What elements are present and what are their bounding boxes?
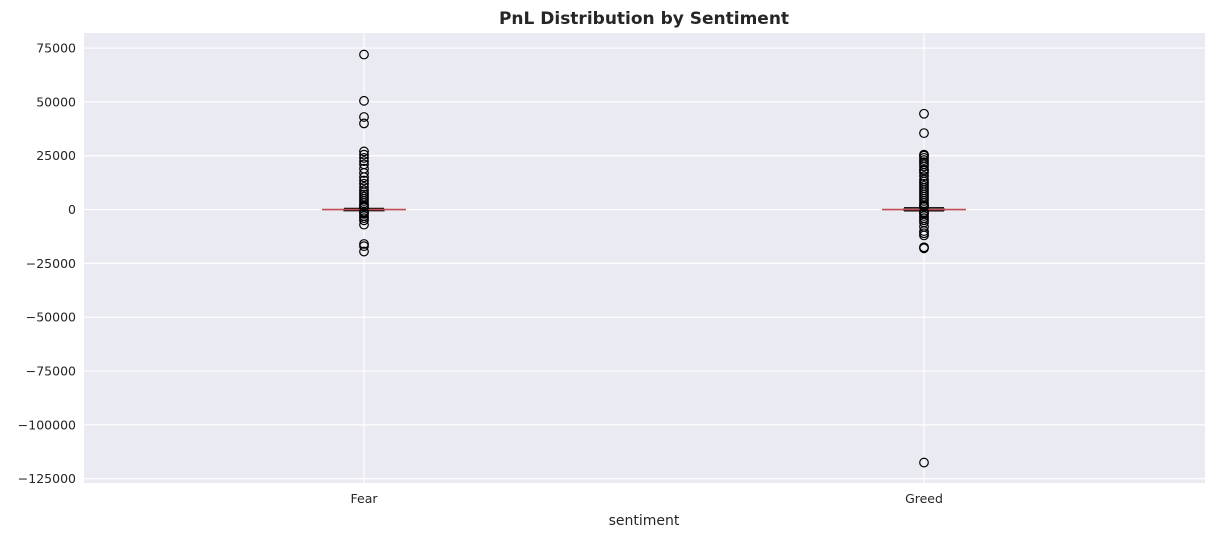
grid-lines [84, 33, 1205, 483]
outlier-point [359, 246, 369, 257]
outlier-point [359, 172, 369, 183]
x-axis-label: sentiment [609, 513, 680, 529]
box-greed [882, 108, 966, 468]
outlier-point [919, 230, 929, 241]
y-axis: 75000 50000 25000 0 −25000 −50000 −75000 −10000… [18, 41, 76, 487]
outlier-point [919, 457, 929, 468]
outlier-point [919, 108, 929, 119]
outlier-point [359, 175, 369, 186]
outlier-point [919, 243, 929, 254]
y-tick-label: −75000 [26, 364, 76, 379]
outlier-point [359, 215, 369, 226]
outlier-point [359, 241, 369, 252]
outlier-point [359, 118, 369, 129]
chart-title: PnL Distribution by Sentiment [499, 9, 789, 29]
outlier-point [359, 152, 369, 163]
outlier-point [359, 146, 369, 157]
plot-background [84, 33, 1205, 483]
y-tick-label: −125000 [18, 471, 76, 486]
x-axis: Fear Greed [351, 491, 943, 506]
boxes [322, 49, 966, 468]
y-tick-label: 0 [68, 202, 76, 217]
outlier-point [359, 95, 369, 106]
outlier-point [359, 112, 369, 122]
outlier-point [359, 219, 369, 230]
outlier-point [919, 161, 929, 172]
y-tick-label: −50000 [26, 310, 76, 325]
outlier-point [359, 49, 369, 60]
outlier-point [359, 156, 369, 167]
x-tick-label-fear: Fear [351, 491, 379, 506]
outlier-point [359, 149, 369, 160]
outlier-point [919, 128, 929, 139]
outlier-point [359, 182, 369, 192]
outlier-point [359, 168, 369, 178]
y-tick-label: 75000 [36, 41, 76, 56]
y-tick-label: 25000 [36, 148, 76, 163]
outlier-point [919, 171, 929, 182]
y-tick-label: −100000 [18, 417, 76, 432]
y-tick-label: −25000 [26, 256, 76, 271]
x-tick-label-greed: Greed [905, 491, 943, 506]
y-tick-label: 50000 [36, 94, 76, 109]
box-fear [322, 49, 406, 257]
